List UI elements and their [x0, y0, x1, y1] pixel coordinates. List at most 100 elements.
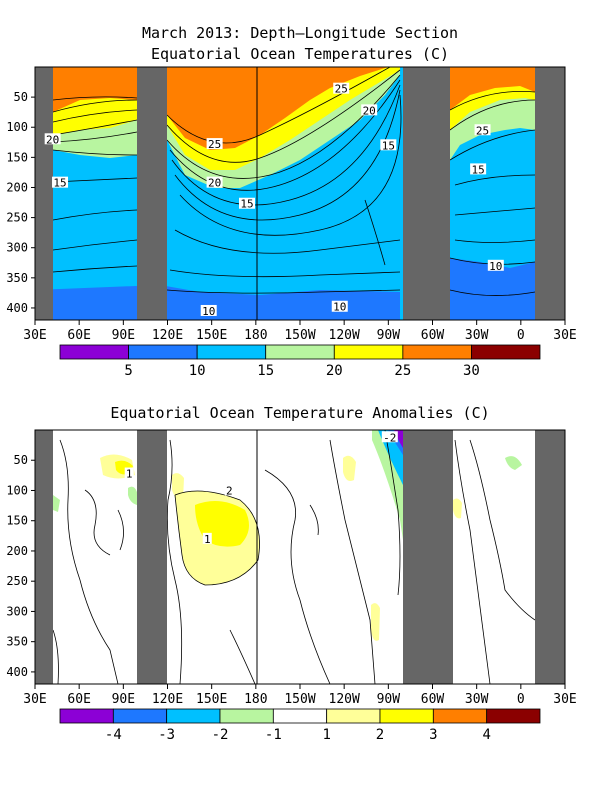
- contour-label-bg: [381, 431, 398, 443]
- x-tick-label: 30E: [553, 692, 576, 707]
- contour-label-bg: [202, 532, 212, 544]
- x-tick-label: 90E: [112, 692, 135, 707]
- bottom-y-axis: 50 100 150 200 250 300 350 400: [6, 453, 35, 679]
- x-tick-label: 30W: [465, 328, 489, 343]
- colorbar-label: 1: [322, 727, 330, 743]
- y-tick-label: 50: [14, 453, 28, 467]
- contour-label-bg: [487, 259, 504, 271]
- y-tick-label: 100: [6, 483, 28, 497]
- contour-label-bg: [206, 176, 223, 188]
- x-tick-label: 60E: [67, 692, 90, 707]
- top-title-line2: Equatorial Ocean Temperatures (C): [151, 45, 449, 63]
- x-tick-label: 60E: [67, 328, 90, 343]
- bottom-contour-labels: -2 1 2 1: [124, 431, 398, 546]
- y-tick-label: 350: [6, 271, 28, 285]
- contour-label-bg: [239, 197, 255, 209]
- y-tick-label: 150: [6, 514, 28, 528]
- contour-label: 1: [204, 533, 211, 546]
- colorbar-swatch: [112, 708, 168, 724]
- colorbar-swatch: [59, 344, 129, 360]
- x-tick-label: 30W: [465, 692, 489, 707]
- x-tick-label: 120W: [329, 692, 360, 707]
- bottom-anomaly-field: [35, 430, 565, 684]
- contour-label: 25: [335, 83, 348, 96]
- x-tick-label: 0: [517, 692, 525, 707]
- contour-label-bg: [380, 139, 397, 151]
- x-tick-label: 120W: [329, 328, 360, 343]
- contour-label-bg: [224, 484, 234, 496]
- colorbar-label: 5: [124, 363, 132, 379]
- x-tick-label: 150W: [284, 328, 315, 343]
- colorbar-swatch: [265, 344, 335, 360]
- colorbar-swatch: [59, 708, 114, 724]
- x-tick-label: 90W: [377, 328, 401, 343]
- contour-label: 25: [208, 138, 221, 151]
- x-tick-label: 150E: [196, 692, 227, 707]
- contour-label: 15: [240, 198, 253, 211]
- x-tick-label: 120E: [152, 328, 183, 343]
- colorbar-swatch: [402, 344, 472, 360]
- contour-label: 15: [472, 163, 485, 176]
- colorbar-swatch: [272, 708, 328, 724]
- colorbar-label: 25: [394, 363, 411, 379]
- colorbar-label: -4: [105, 727, 122, 743]
- colorbar-swatch: [432, 708, 488, 724]
- colorbar-swatch: [379, 708, 434, 724]
- contour-label-bg: [124, 467, 134, 479]
- x-tick-label: 0: [517, 328, 525, 343]
- colorbar-swatch: [471, 344, 541, 360]
- contour-label-bg: [470, 163, 487, 175]
- colorbar-swatch: [326, 708, 381, 724]
- contour-label-bg: [44, 133, 61, 145]
- contour-label-bg: [333, 82, 350, 94]
- top-colorbar: 5 10 15 20 25 30: [59, 344, 541, 379]
- contour-label: 1: [126, 468, 133, 481]
- contour-label: 10: [489, 260, 502, 273]
- colorbar-label: 2: [376, 727, 384, 743]
- y-tick-label: 250: [6, 574, 28, 588]
- y-tick-label: 300: [6, 604, 28, 618]
- contour-label-bg: [52, 176, 69, 188]
- top-temperature-field: [35, 67, 565, 320]
- contour-label-bg: [474, 124, 491, 136]
- x-tick-label: 180: [244, 328, 267, 343]
- x-tick-label: 90E: [112, 328, 135, 343]
- top-y-axis: 50 100 150 200 250 300 350 400: [6, 90, 35, 315]
- bottom-title: Equatorial Ocean Temperature Anomalies (…: [110, 404, 489, 422]
- contour-label: 25: [476, 124, 489, 137]
- x-tick-label: 30E: [23, 328, 46, 343]
- colorbar-label: 20: [326, 363, 343, 379]
- colorbar-swatch: [128, 344, 198, 360]
- colorbar-label: 30: [463, 363, 480, 379]
- colorbar-label: 15: [257, 363, 274, 379]
- y-tick-label: 150: [6, 150, 28, 164]
- colorbar-swatch: [196, 344, 267, 360]
- colorbar-label: 4: [482, 727, 490, 743]
- colorbar-swatch: [219, 708, 274, 724]
- colorbar-label: -3: [158, 727, 175, 743]
- contour-label-bg: [206, 138, 223, 150]
- top-x-axis: 30E 60E 90E 120E 150E 180 150W 120W 90W 60W 30W 0 30…: [23, 320, 577, 343]
- contour-label: 2: [226, 484, 233, 497]
- x-tick-label: 90W: [377, 692, 401, 707]
- x-tick-label: 150W: [284, 692, 315, 707]
- colorbar-swatch: [166, 708, 221, 724]
- y-tick-label: 350: [6, 635, 28, 649]
- y-tick-label: 200: [6, 180, 28, 194]
- y-tick-label: 300: [6, 241, 28, 255]
- y-tick-label: 100: [6, 120, 28, 134]
- contour-label-bg: [200, 304, 217, 316]
- contour-label: 15: [53, 177, 66, 190]
- x-tick-label: 30E: [553, 328, 576, 343]
- x-tick-label: 60W: [421, 328, 445, 343]
- bottom-x-axis: 30E 60E 90E 120E 150E 180 150W 120W 90W 60W 30W 0 30…: [23, 684, 577, 707]
- contour-label: -2: [383, 431, 396, 444]
- x-tick-label: 180: [244, 692, 267, 707]
- y-tick-label: 400: [6, 301, 28, 315]
- y-tick-label: 400: [6, 665, 28, 679]
- top-contour-labels: 25 20 15 25 20 15 20 15 10 10 10 25 15: [44, 82, 504, 318]
- colorbar-label: 3: [429, 727, 437, 743]
- colorbar-swatch: [333, 344, 404, 360]
- contour-label: 10: [333, 301, 346, 314]
